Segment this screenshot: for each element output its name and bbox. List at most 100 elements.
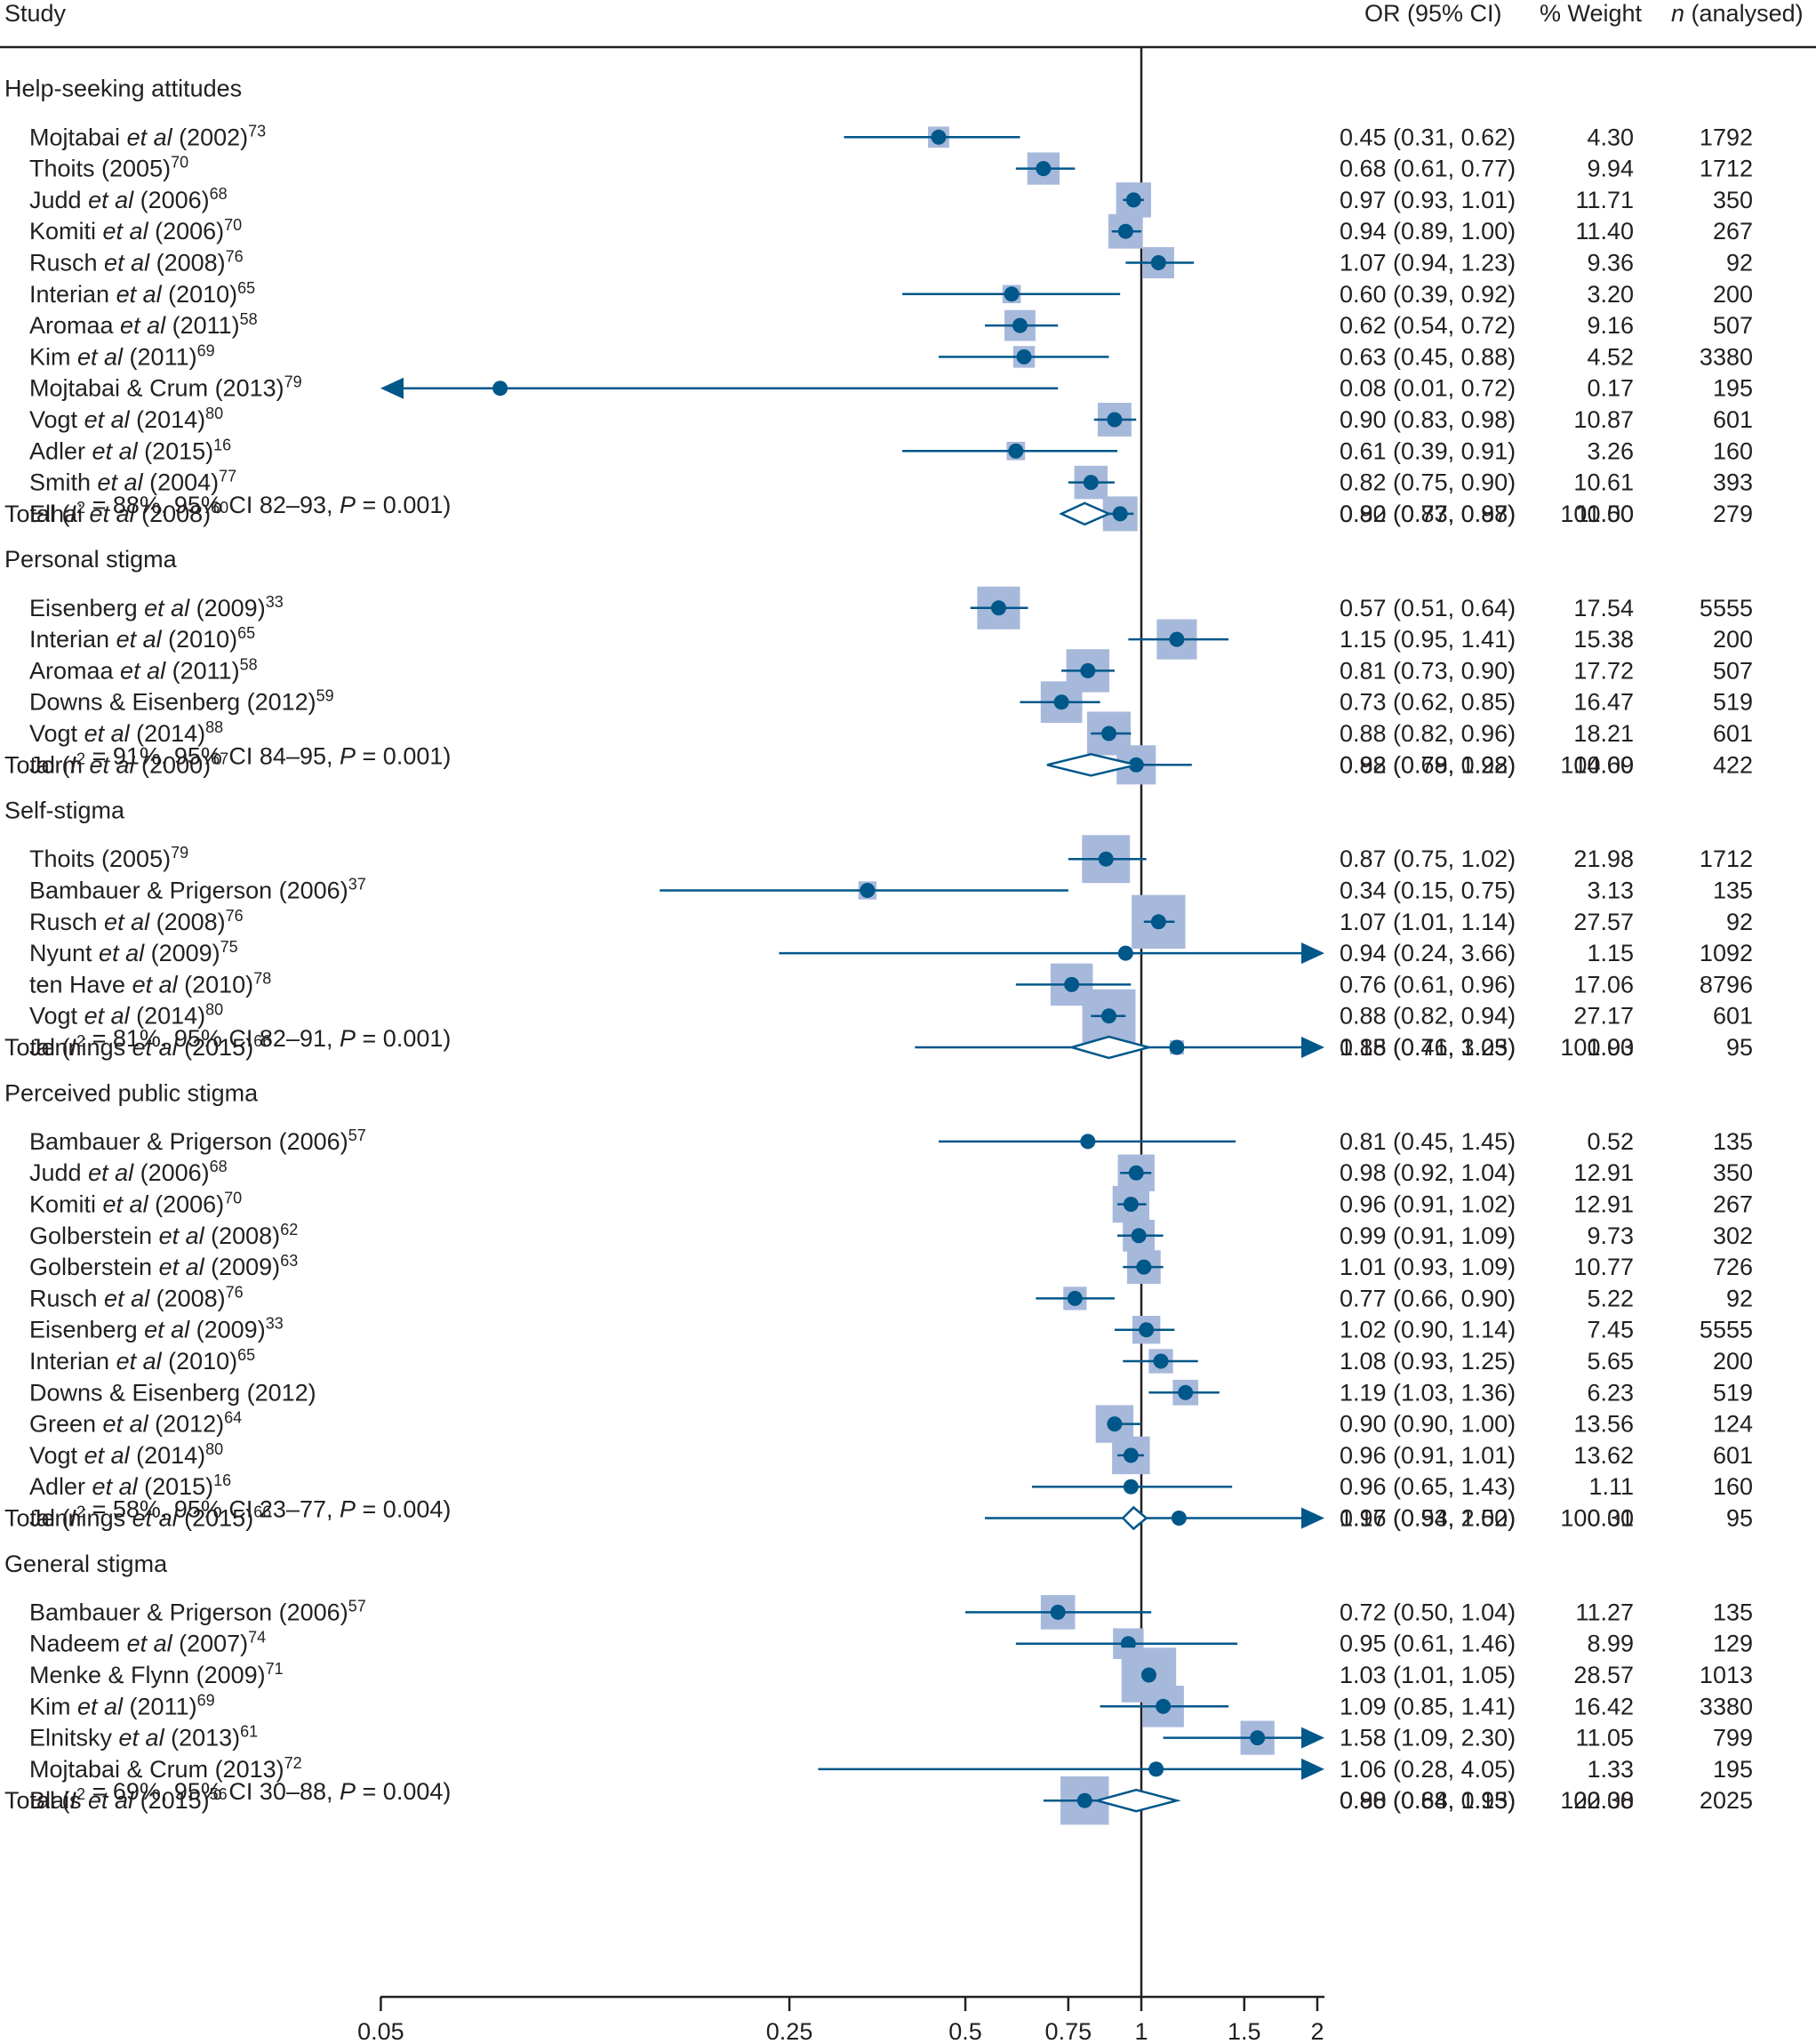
study-name-italic: et al: [92, 1473, 139, 1500]
study-name-part: (2015): [178, 1505, 254, 1532]
study-name: Jennings et al (2015)66: [29, 1032, 271, 1061]
study-n: 200: [1713, 281, 1753, 308]
study-weight: 11.40: [1575, 218, 1634, 244]
study-row: Interian et al (2010)65 0.60 (0.39, 0.92)…: [29, 279, 1753, 308]
study-row: Bambauer & Prigerson (2006)57 0.81 (0.45,…: [29, 1126, 1753, 1155]
study-name: ten Have et al (2010)78: [29, 969, 271, 998]
study-name-italic: et al: [127, 1631, 173, 1657]
study-ref: 76: [226, 248, 244, 266]
study-name: Bambauer & Prigerson (2006)37: [29, 876, 366, 904]
study-row: Interian et al (2010)65 1.08 (0.93, 1.25)…: [29, 1346, 1753, 1375]
study-name: Elhai et al (2008)60: [29, 499, 228, 527]
study-or-ci: 0.98 (0.78, 1.22): [1340, 751, 1516, 778]
x-tick-label: 2: [1310, 2018, 1324, 2044]
study-name-italic: et al: [84, 720, 131, 747]
study-name-italic: et al: [84, 1442, 131, 1469]
ci-arrow-right: [1301, 1507, 1324, 1529]
study-name-italic: et al: [90, 751, 136, 778]
study-row: Eisenberg et al (2009)33 0.57 (0.51, 0.64…: [29, 586, 1753, 629]
study-weight: 7.45: [1587, 1317, 1634, 1343]
study-n: 195: [1713, 1756, 1753, 1783]
study-name-italic: et al: [77, 343, 124, 370]
study-name-part: Thoits (2005): [29, 846, 171, 872]
total-label-part: I: [70, 1787, 77, 1814]
study-row: Rusch et al (2008)76 1.07 (1.01, 1.14) 27.…: [29, 894, 1753, 949]
point-estimate: [1098, 851, 1114, 867]
study-name-part: Smith: [29, 469, 98, 496]
study-name-part: (2010): [162, 1348, 238, 1375]
study-or-ci: 0.72 (0.50, 1.04): [1340, 1599, 1516, 1625]
point-estimate: [1120, 1636, 1136, 1652]
study-weight: 3.13: [1587, 878, 1634, 904]
study-name-part: Aromaa: [29, 312, 120, 339]
study-weight: 0.31: [1587, 1505, 1634, 1532]
study-name-part: Mojtabai & Crum (2013): [29, 375, 284, 402]
point-estimate: [1008, 443, 1024, 459]
study-name-part: (2002): [172, 124, 249, 150]
total-or-ci: 0.98 (0.84, 1.15): [1340, 1787, 1516, 1814]
study-weight: 0.17: [1587, 375, 1634, 402]
study-weight: 28.57: [1573, 1662, 1634, 1688]
point-estimate: [1112, 506, 1128, 522]
study-name-italic: et al: [98, 469, 144, 496]
study-ref: 37: [348, 876, 366, 894]
study-name-italic: et al: [116, 1348, 163, 1375]
x-axis: 0.05 0.25 0.5 0.75 1 1.5 2: [357, 1995, 1324, 2044]
study-name: Adler et al (2015)16: [29, 1471, 231, 1500]
point-estimate: [1148, 1761, 1164, 1777]
study-n: 160: [1713, 1473, 1753, 1500]
point-estimate: [1178, 1384, 1194, 1400]
study-or-ci: 0.68 (0.61, 0.77): [1340, 156, 1516, 182]
point-estimate: [1125, 192, 1141, 208]
study-weight: 9.16: [1587, 312, 1634, 339]
study-name-part: (2009): [189, 1317, 266, 1343]
study-weight: 4.52: [1587, 343, 1634, 370]
study-ref: 79: [284, 373, 302, 391]
x-tick-label: 0.25: [766, 2018, 813, 2044]
pooled-diamond: [1068, 1035, 1154, 1060]
study-or-ci: 0.96 (0.91, 1.02): [1340, 1191, 1516, 1218]
study-or-ci: 0.57 (0.51, 0.64): [1340, 595, 1516, 621]
study-or-ci: 1.58 (1.09, 2.30): [1340, 1725, 1516, 1751]
study-name: Vogt et al (2014)80: [29, 405, 223, 433]
point-estimate: [1036, 161, 1052, 177]
study-name-italic: et al: [92, 437, 139, 464]
study-name-part: (2015): [133, 1787, 210, 1814]
point-estimate: [1076, 1792, 1092, 1808]
study-name-part: (2012): [148, 1411, 225, 1438]
study-ref: 56: [210, 1785, 228, 1803]
study-name-part: Jennings: [29, 1505, 132, 1532]
study-name: Mojtabai & Crum (2013)72: [29, 1754, 302, 1783]
study-n: 2025: [1700, 1787, 1753, 1814]
study-name-part: Menke & Flynn (2009): [29, 1662, 266, 1688]
total-label-part: = 0.001): [356, 742, 451, 769]
study-ref: 76: [226, 1283, 244, 1301]
study-name-italic: et al: [84, 406, 131, 433]
study-name: Nyunt et al (2009)75: [29, 938, 238, 966]
total-label-part: 2: [76, 1503, 85, 1521]
study-name: Mojtabai & Crum (2013)79: [29, 373, 302, 402]
study-n: 302: [1713, 1222, 1753, 1249]
study-or-ci: 0.73 (0.62, 0.85): [1340, 689, 1516, 716]
ci-arrow-right: [1301, 1758, 1324, 1780]
point-estimate: [1050, 1604, 1066, 1620]
study-weight: 17.72: [1573, 657, 1634, 684]
study-name: Judd et al (2006)68: [29, 185, 228, 213]
study-ref: 79: [171, 844, 188, 862]
total-label-part: 2: [76, 749, 85, 767]
study-name: Jennings et al (2015)66: [29, 1503, 271, 1532]
study-name-italic: et al: [88, 1787, 134, 1814]
study-or-ci: 0.88 (0.82, 0.94): [1340, 1003, 1516, 1030]
study-row: Vogt et al (2014)80 0.88 (0.82, 0.94) 27.1…: [29, 989, 1753, 1043]
study-or-ci: 0.98 (0.92, 1.04): [1340, 1159, 1516, 1186]
study-name-italic: et al: [103, 1411, 149, 1438]
study-name-italic: et al: [132, 1034, 179, 1061]
study-name-italic: et al: [132, 1505, 179, 1532]
study-or-ci: 0.90 (0.90, 1.00): [1340, 1411, 1516, 1438]
study-n: 393: [1713, 469, 1753, 496]
study-name-part: Vogt: [29, 406, 84, 433]
study-weight: 9.94: [1587, 156, 1634, 182]
study-row: Thoits (2005)70 0.68 (0.61, 0.77) 9.94 1712: [29, 152, 1753, 185]
total-label-part: I: [70, 1034, 77, 1061]
study-ref: 69: [197, 1691, 215, 1709]
